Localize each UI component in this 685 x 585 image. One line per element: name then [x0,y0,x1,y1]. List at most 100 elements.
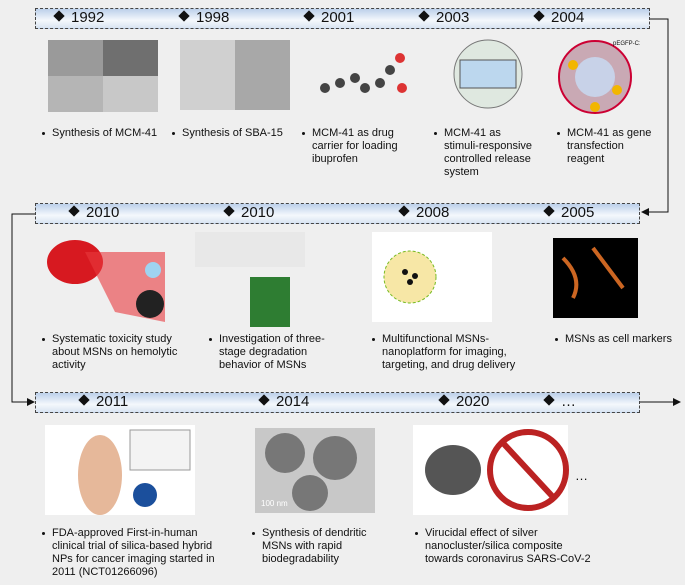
bullet [555,338,558,341]
bullet [42,132,45,135]
description-line: MCM-41 as gene [567,127,652,139]
description-line: biodegradability [262,553,340,565]
description-line: controlled release [444,153,531,165]
year-marker: 2020 [438,393,489,410]
bullet [415,532,418,535]
description-line: carrier for loading [312,140,398,152]
bullet [172,132,175,135]
description-line: stimuli-responsive [444,140,533,152]
bullet [42,338,45,341]
description: MCM-41 as gene transfection reagent [555,127,651,166]
image-label: 100 nm [261,499,288,508]
description: MSNs as cell markers [553,333,672,346]
year-marker: 2004 [533,9,585,26]
description-line: nanoplatform for imaging, [382,346,507,358]
connector [11,213,35,406]
description: Multifunctional MSNs-nanoplatform for im… [370,333,515,372]
description-line: targeting, and drug delivery [382,359,516,371]
diamond [398,205,410,217]
bullet [434,132,437,135]
image [453,39,523,109]
description-line: MCM-41 as [444,127,501,139]
diamond [543,394,555,406]
year-label: 2005 [561,204,595,221]
diamond [68,205,80,217]
description-line: system [444,166,479,178]
image [45,425,195,515]
year-marker: 2008 [398,204,450,221]
diamond [303,10,315,22]
image: 100 nm [255,428,375,513]
diamond [78,394,90,406]
description-line: behavior of MSNs [219,359,307,371]
description-line: reagent [567,153,605,165]
bullet [302,132,305,135]
description: Virucidal effect of silver nanocluster/si… [413,527,591,566]
year-label: 1998 [196,9,230,26]
year-marker: 2003 [418,9,469,26]
description: Synthesis of SBA-15 [170,127,283,140]
description-line: Synthesis of SBA-15 [182,127,283,139]
description-line: Investigation of three- [219,333,325,345]
description-line: Synthesis of MCM-41 [52,127,158,139]
diamond [543,205,555,217]
year-label: … [561,393,576,410]
year-marker: 2001 [303,9,355,26]
diamond [258,394,270,406]
timeline-bar [35,8,650,29]
year-marker: 2010 [223,204,274,221]
year-marker: 2014 [258,393,310,410]
timeline-bar [35,203,640,224]
description: Systematic toxicity study about MSNs on h… [40,333,177,372]
year-marker: 2011 [78,393,129,410]
description: FDA-approved First-in-human clinical tria… [40,527,215,579]
year-marker: 1992 [53,9,105,26]
description-line: Systematic toxicity study [52,333,172,345]
year-label: 2008 [416,204,450,221]
connector [641,18,669,216]
year-label: 2001 [321,9,355,26]
description-line: about MSNs on hemolytic [52,346,178,358]
bullet [209,338,212,341]
image [48,40,158,112]
bullet [557,132,560,135]
description-line: Synthesis of dendritic [262,527,367,539]
description: Investigation of three-stage degradation… [207,333,325,372]
year-label: 2010 [86,204,120,221]
year-marker: 1998 [178,9,230,26]
description-line: NPs for cancer imaging started in [52,553,215,565]
image [180,40,290,110]
description-line: towards coronavirus SARS-CoV-2 [425,553,591,565]
diamond [223,205,235,217]
description-line: 2011 (NCT01266096) [52,566,158,578]
diamond [53,10,65,22]
description-line: clinical trial of silica-based hybrid [52,540,213,552]
description-line: MCM-41 as drug [312,127,394,139]
description-line: activity [52,359,86,371]
description: Synthesis of MCM-41 [40,127,157,140]
image-label: … [575,468,588,483]
description-line: FDA-approved First-in-human [52,527,198,539]
diamond [178,10,190,22]
image [553,238,638,318]
diamond [418,10,430,22]
timeline-bar [35,392,640,413]
bullet [372,338,375,341]
description-line: ibuprofen [312,153,358,165]
bullet [252,532,255,535]
description-line: stage degradation [219,346,308,358]
year-label: 2011 [96,393,129,410]
image: pEGFP-C1 [558,40,640,114]
description-line: transfection [567,140,624,152]
description-line: Virucidal effect of silver [425,527,538,539]
description-line: MSNs with rapid [262,540,343,552]
description: MCM-41 as drug carrier for loading ibuprof… [300,127,398,166]
year-marker: … [543,393,576,410]
year-label: 1992 [71,9,105,26]
year-label: 2004 [551,9,585,26]
image: … [413,425,588,515]
bullet [42,532,45,535]
year-label: 2014 [276,393,310,410]
